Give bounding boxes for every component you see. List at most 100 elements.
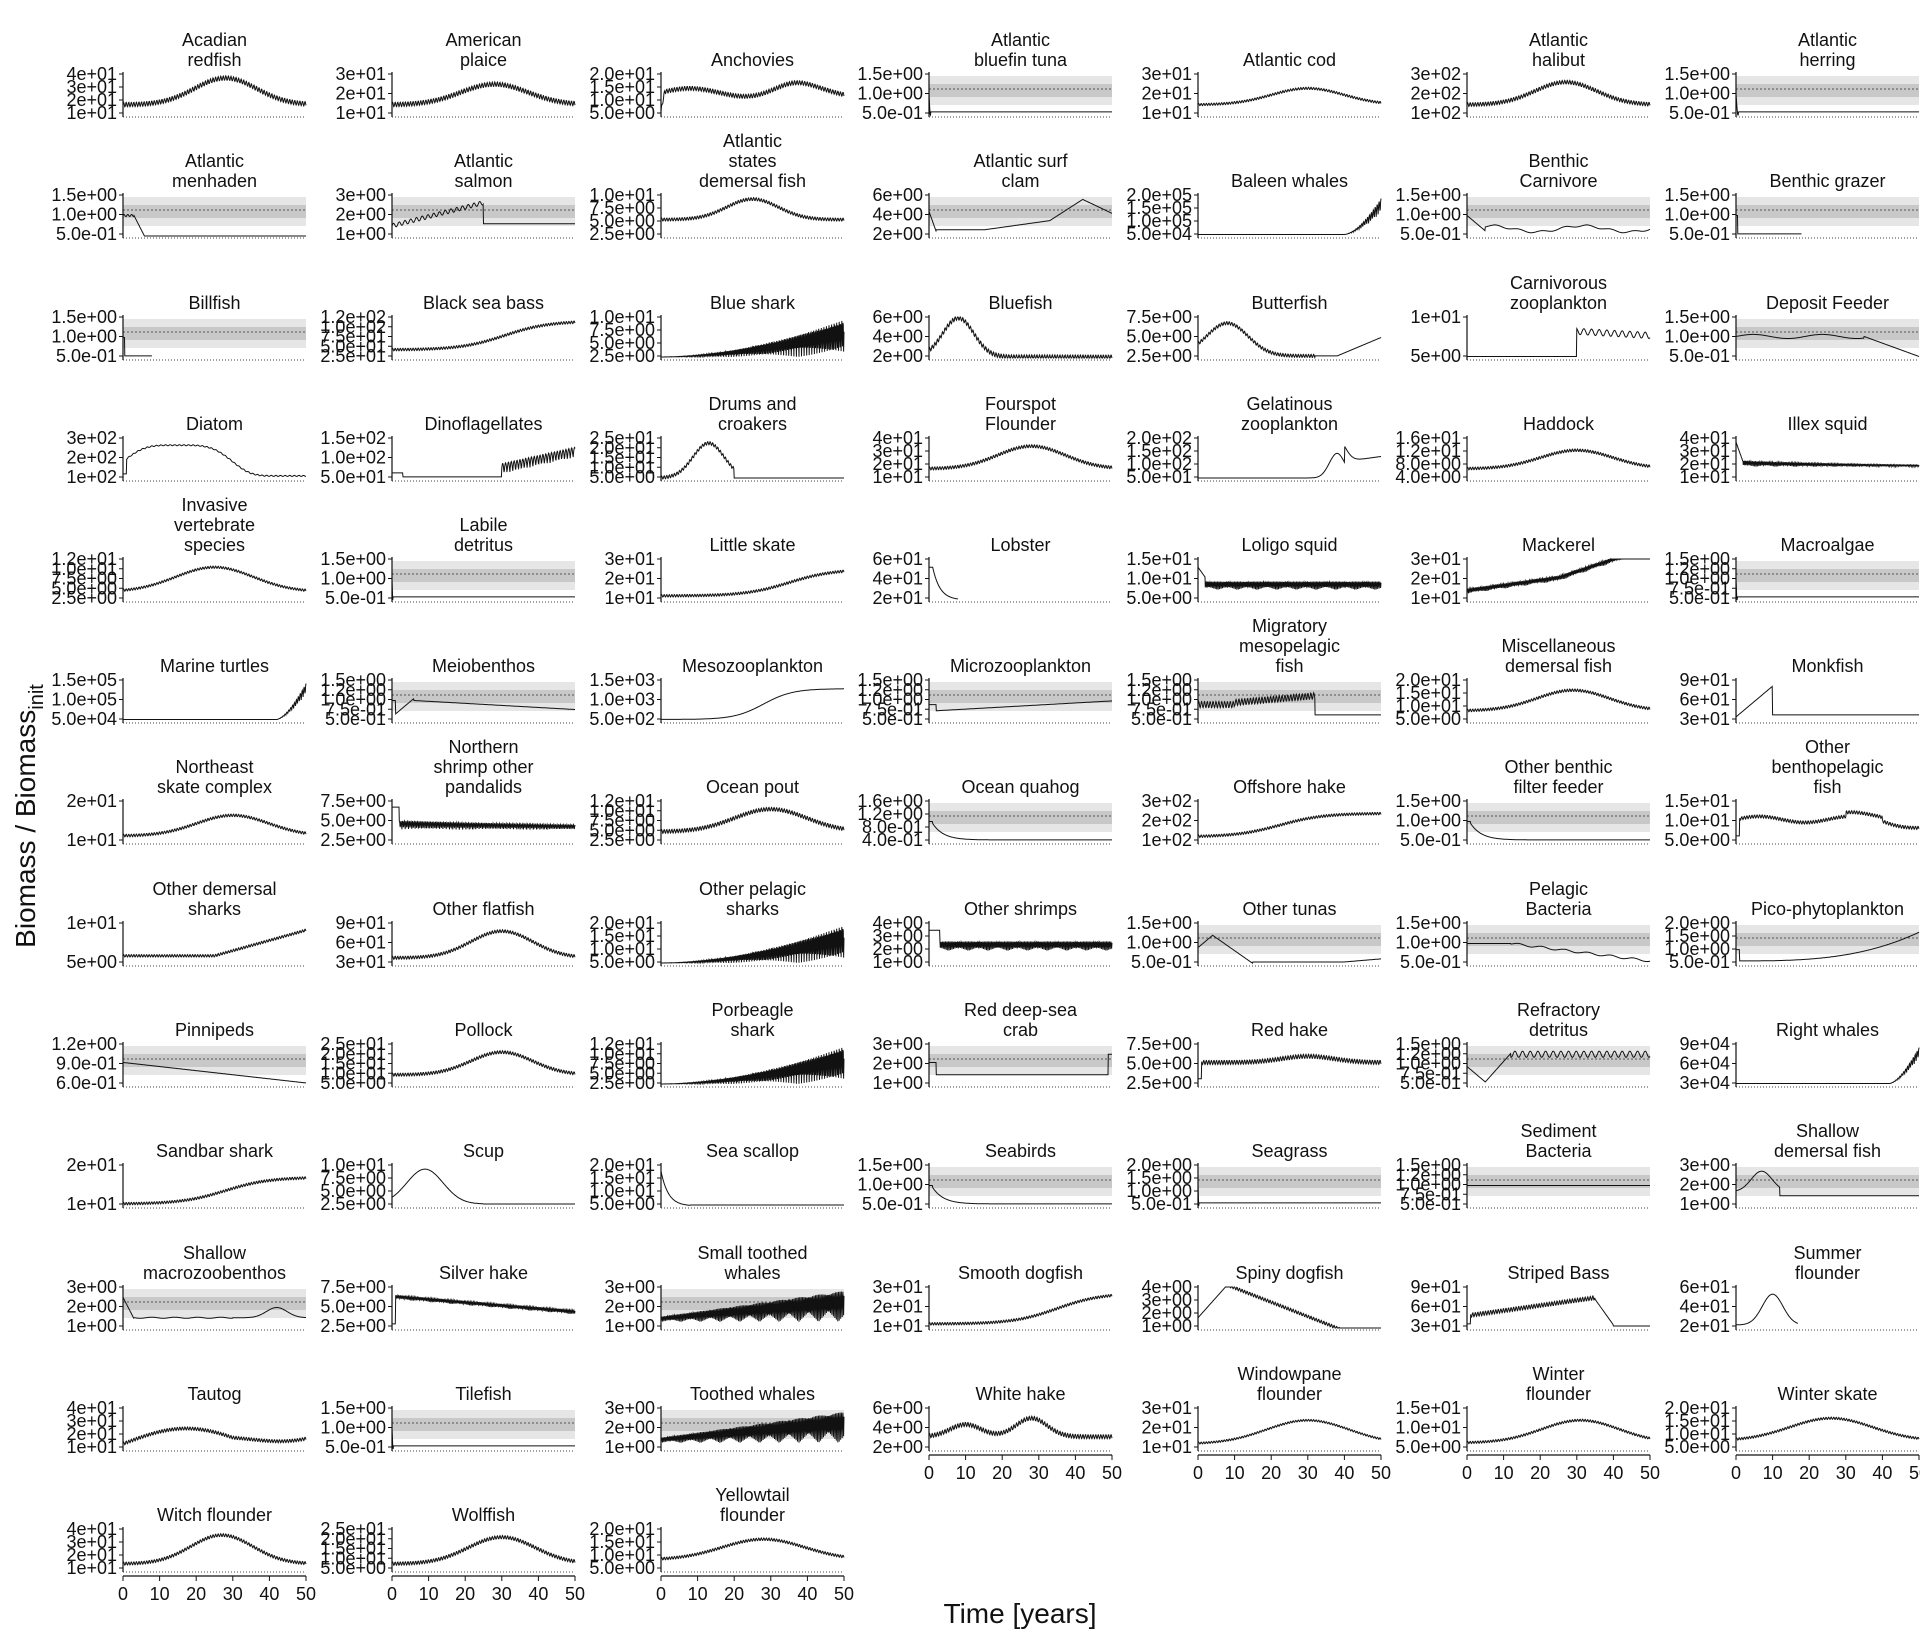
y-tick-label: 1.5e+05 xyxy=(1126,198,1192,218)
series-line xyxy=(1735,685,1919,718)
y-tick-label: 1e+01 xyxy=(1141,1437,1192,1457)
y-tick-label: 5.0e+01 xyxy=(1126,467,1192,487)
panel-title: Summer xyxy=(1793,1243,1861,1263)
y-tick-label: 2.5e+00 xyxy=(589,830,655,850)
panel-title: zooplankton xyxy=(1241,414,1338,434)
y-tick-label: 1.6e+01 xyxy=(1395,428,1461,448)
y-tick-label: 2e+01 xyxy=(66,1545,117,1565)
panel-title: shark xyxy=(730,1020,775,1040)
y-tick-label: 2e+01 xyxy=(335,84,386,104)
y-tick-label: 1.0e+01 xyxy=(589,939,655,959)
y-tick-label: 2e+01 xyxy=(66,1155,117,1175)
y-tick-label: 1e+00 xyxy=(335,224,386,244)
series-line xyxy=(392,697,575,715)
panel-title: Bacteria xyxy=(1525,899,1592,919)
x-tick-label: 30 xyxy=(761,1584,781,1604)
panel-title: sharks xyxy=(726,899,779,919)
panel: Benthic grazer 1.5e+001.0e+005.0e-01 xyxy=(1664,171,1919,244)
panel-title: fish xyxy=(1813,777,1841,797)
panel-title: Black sea bass xyxy=(423,293,544,313)
panel-title: Ocean quahog xyxy=(961,777,1079,797)
panel-title: Diatom xyxy=(186,414,243,434)
y-tick-label: 6e+00 xyxy=(872,185,923,205)
panel-title: Benthic grazer xyxy=(1769,171,1885,191)
series-line xyxy=(929,700,1112,712)
panel-title: Ocean pout xyxy=(706,777,799,797)
panel-title: Atlantic surf xyxy=(973,151,1068,171)
y-tick-label: 5.0e-01 xyxy=(1131,952,1192,972)
series-line xyxy=(122,1297,307,1319)
y-tick-label: 3e+00 xyxy=(1679,1155,1730,1175)
series-line xyxy=(1198,446,1382,479)
y-tick-label: 2.0e+00 xyxy=(1664,913,1730,933)
series-line xyxy=(661,1047,845,1086)
y-tick-label: 1.0e+01 xyxy=(1395,696,1461,716)
x-tick-label: 40 xyxy=(1334,1463,1354,1483)
panel-title: Miscellaneous xyxy=(1501,636,1615,656)
panel-title: Other flatfish xyxy=(432,899,534,919)
panel: Yellowtailflounder2.0e+011.5e+011.0e+015… xyxy=(589,1485,854,1604)
y-tick-label: 5.0e-01 xyxy=(862,709,923,729)
y-tick-label: 3e+00 xyxy=(1141,1290,1192,1310)
series-line xyxy=(391,1049,576,1078)
y-tick-label: 1.0e+00 xyxy=(51,205,117,225)
y-tick-label: 1e+01 xyxy=(66,830,117,850)
series-line xyxy=(123,337,152,357)
x-tick-label: 50 xyxy=(1909,1463,1920,1483)
x-tick-label: 30 xyxy=(1567,1463,1587,1483)
x-tick-label: 50 xyxy=(1102,1463,1122,1483)
x-tick-label: 50 xyxy=(565,1584,585,1604)
y-tick-label: 1.5e+01 xyxy=(589,77,655,97)
panel-title: Winter xyxy=(1532,1364,1584,1384)
y-tick-label: 2e+01 xyxy=(66,90,117,110)
confidence-band-inner xyxy=(929,1175,1112,1188)
panel-title: Invasive xyxy=(181,495,247,515)
panel-title: Mesozooplankton xyxy=(682,656,823,676)
series-line xyxy=(391,928,576,961)
x-tick-label: 30 xyxy=(223,1584,243,1604)
panel: Macroalgae 1.5e+001.2e+001.0e+007.5e-015.… xyxy=(1664,535,1919,608)
panel-title: White hake xyxy=(975,1384,1065,1404)
panel-title: Windowpane xyxy=(1237,1364,1341,1384)
y-tick-label: 5.0e+00 xyxy=(589,467,655,487)
y-tick-label: 7.5e+00 xyxy=(320,791,386,811)
y-tick-label: 5.0e+00 xyxy=(1395,1437,1461,1457)
y-tick-label: 1.0e+00 xyxy=(320,690,386,710)
y-tick-label: 1.0e+01 xyxy=(589,801,655,821)
panel-title: Yellowtail xyxy=(715,1485,789,1505)
panel-title: American xyxy=(445,30,521,50)
y-tick-label: 1e+02 xyxy=(1141,830,1192,850)
y-tick-label: 1e+00 xyxy=(66,1316,117,1336)
panel-title: skate complex xyxy=(157,777,272,797)
series-line xyxy=(661,926,845,965)
y-tick-label: 7.5e-01 xyxy=(1400,1184,1461,1204)
y-tick-label: 1.5e+01 xyxy=(1664,1411,1730,1431)
y-tick-label: 1.0e+01 xyxy=(320,1155,386,1175)
confidence-band-inner xyxy=(1467,1175,1650,1188)
y-tick-label: 1.5e+01 xyxy=(1126,549,1192,569)
panel-title: menhaden xyxy=(172,171,257,191)
y-tick-label: 1e+01 xyxy=(335,103,386,123)
panel-title: Shallow xyxy=(183,1243,247,1263)
series-line xyxy=(1466,215,1651,234)
y-tick-label: 7.5e+00 xyxy=(1126,307,1192,327)
panel-title: flounder xyxy=(1795,1263,1860,1283)
y-tick-label: 1.0e+00 xyxy=(1664,205,1730,225)
y-tick-label: 1.0e+00 xyxy=(1664,939,1730,959)
series-line xyxy=(1735,1416,1920,1441)
y-tick-label: 2.0e+05 xyxy=(1126,185,1192,205)
x-tick-label: 30 xyxy=(1836,1463,1856,1483)
y-tick-label: 2e+01 xyxy=(1679,454,1730,474)
y-tick-label: 5.0e+00 xyxy=(1126,327,1192,347)
y-tick-label: 5.0e+00 xyxy=(1126,588,1192,608)
